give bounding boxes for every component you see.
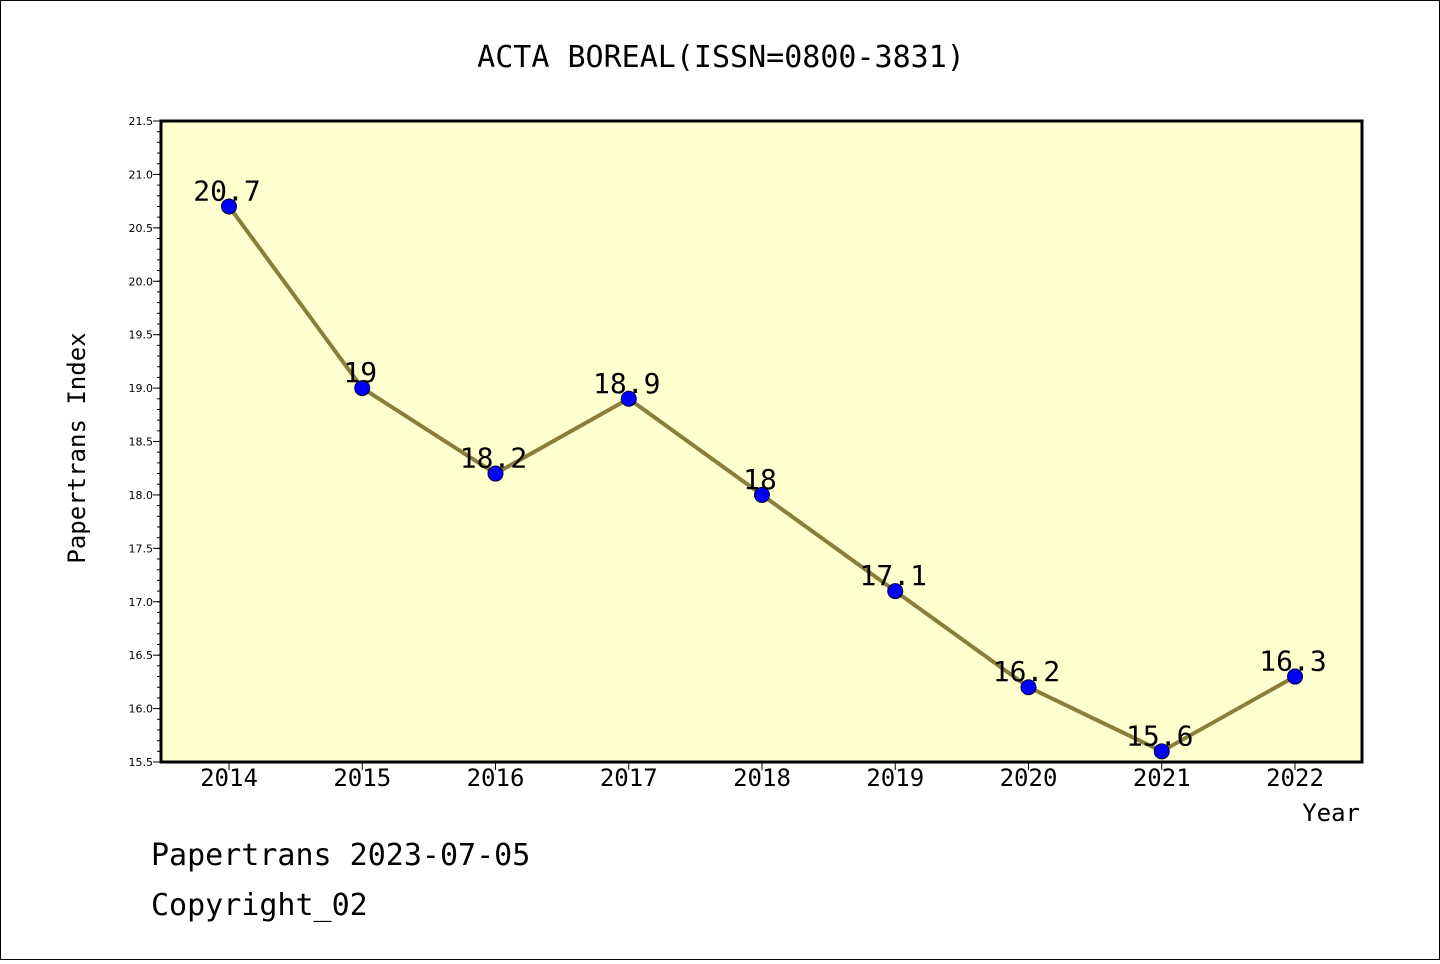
y-axis: 15.5 16.0 16.5 17.0 17.5 18.0 18.5 19.0 19.5 20.0… (129, 115, 161, 769)
data-label: 16.2 (993, 655, 1060, 688)
chart-title: ACTA BOREAL(ISSN=0800-3831) (477, 40, 965, 75)
x-tick-label: 2019 (866, 764, 924, 792)
y-tick-label: 15.5 (129, 756, 154, 769)
y-tick-label: 18.5 (129, 436, 154, 449)
data-point (1287, 668, 1303, 685)
x-tick-label: 2022 (1266, 764, 1324, 792)
data-label: 15.6 (1126, 719, 1193, 752)
data-label: 17.1 (860, 559, 927, 592)
y-tick-label: 21.5 (129, 115, 154, 128)
y-tick-label: 16.5 (129, 649, 154, 662)
x-axis: 2014 2015 2016 2017 2018 2019 2020 2021 2022 (200, 762, 1324, 792)
x-tick-label: 2014 (200, 764, 258, 792)
data-label: 18.2 (460, 442, 527, 475)
x-tick-label: 2020 (1000, 764, 1058, 792)
x-tick-label: 2015 (333, 764, 391, 792)
data-label: 19 (343, 356, 377, 389)
y-tick-label: 16.0 (129, 703, 154, 716)
y-axis-label: Papertrans Index (63, 332, 91, 563)
y-tick-label: 19.5 (129, 329, 154, 342)
data-point (487, 465, 504, 482)
plot-border (159, 119, 1364, 764)
footer-date: Papertrans 2023-07-05 (151, 838, 530, 873)
data-point (887, 583, 904, 600)
x-tick-label: 2016 (467, 764, 525, 792)
data-point (221, 198, 237, 215)
plot-area (161, 121, 1362, 762)
data-points (221, 198, 1303, 760)
data-point (620, 390, 637, 407)
data-labels: 20.7 19 18.2 18.9 18 17.1 16.2 15.6 16.3 (193, 174, 1326, 752)
footer-copyright: Copyright_02 (151, 888, 368, 923)
y-tick-label: 20.0 (129, 275, 154, 288)
y-tick-label: 19.0 (129, 382, 154, 395)
data-label: 18.9 (593, 367, 660, 400)
x-axis-label: Year (1302, 799, 1360, 827)
x-tick-label: 2021 (1133, 764, 1191, 792)
y-tick-label: 21.0 (129, 168, 154, 181)
y-tick-label: 17.5 (129, 542, 154, 555)
data-label: 16.3 (1259, 645, 1326, 678)
x-tick-label: 2018 (733, 764, 791, 792)
data-label: 20.7 (193, 174, 260, 207)
y-tick-label: 20.5 (129, 222, 154, 235)
x-tick-label: 2017 (600, 764, 658, 792)
y-tick-label: 17.0 (129, 596, 154, 609)
data-label: 18 (743, 463, 777, 496)
data-point (1020, 679, 1037, 696)
data-point (754, 486, 770, 503)
y-tick-label: 18.0 (129, 489, 154, 502)
data-point (354, 380, 371, 397)
data-point (1153, 743, 1170, 760)
